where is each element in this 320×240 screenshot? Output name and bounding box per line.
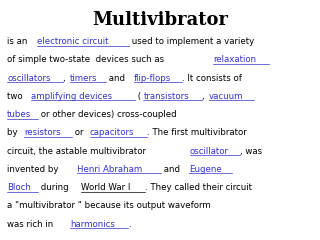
Text: and: and	[106, 74, 127, 83]
Text: flip-flops: flip-flops	[134, 74, 171, 83]
Text: amplifying devices: amplifying devices	[31, 92, 112, 101]
Text: by: by	[7, 128, 20, 137]
Text: was rich in: was rich in	[7, 220, 56, 228]
Text: . The first multivibrator: . The first multivibrator	[148, 128, 247, 137]
Text: vacuum: vacuum	[209, 92, 244, 101]
Text: used to implement a variety: used to implement a variety	[129, 37, 254, 46]
Text: two: two	[7, 92, 25, 101]
Text: . It consists of: . It consists of	[182, 74, 242, 83]
Text: during: during	[38, 183, 71, 192]
Text: Henri Abraham: Henri Abraham	[77, 165, 142, 174]
Text: .: .	[128, 220, 131, 228]
Text: Bloch: Bloch	[7, 183, 31, 192]
Text: electronic circuit: electronic circuit	[37, 37, 108, 46]
Text: or other devices) cross-coupled: or other devices) cross-coupled	[38, 110, 177, 119]
Text: tubes: tubes	[7, 110, 31, 119]
Text: capacitors: capacitors	[90, 128, 134, 137]
Text: transistors: transistors	[143, 92, 189, 101]
Text: harmonics: harmonics	[70, 220, 115, 228]
Text: resistors: resistors	[24, 128, 61, 137]
Text: a "multivibrator " because its output waveform: a "multivibrator " because its output wa…	[7, 201, 211, 210]
Text: circuit, the astable multivibrator: circuit, the astable multivibrator	[7, 147, 149, 156]
Text: (: (	[135, 92, 141, 101]
Text: ,: ,	[63, 74, 68, 83]
Text: relaxation: relaxation	[213, 55, 256, 64]
Text: and: and	[161, 165, 183, 174]
Text: or: or	[72, 128, 86, 137]
Text: . They called their circuit: . They called their circuit	[145, 183, 252, 192]
Text: oscillator: oscillator	[190, 147, 229, 156]
Text: , was: , was	[240, 147, 262, 156]
Text: Eugene: Eugene	[189, 165, 222, 174]
Text: World War I: World War I	[81, 183, 130, 192]
Text: invented by: invented by	[7, 165, 61, 174]
Text: timers: timers	[70, 74, 98, 83]
Text: Multivibrator: Multivibrator	[92, 11, 228, 29]
Text: ,: ,	[202, 92, 208, 101]
Text: of simple two-state  devices such as: of simple two-state devices such as	[7, 55, 167, 64]
Text: is an: is an	[7, 37, 30, 46]
Text: oscillators: oscillators	[7, 74, 51, 83]
